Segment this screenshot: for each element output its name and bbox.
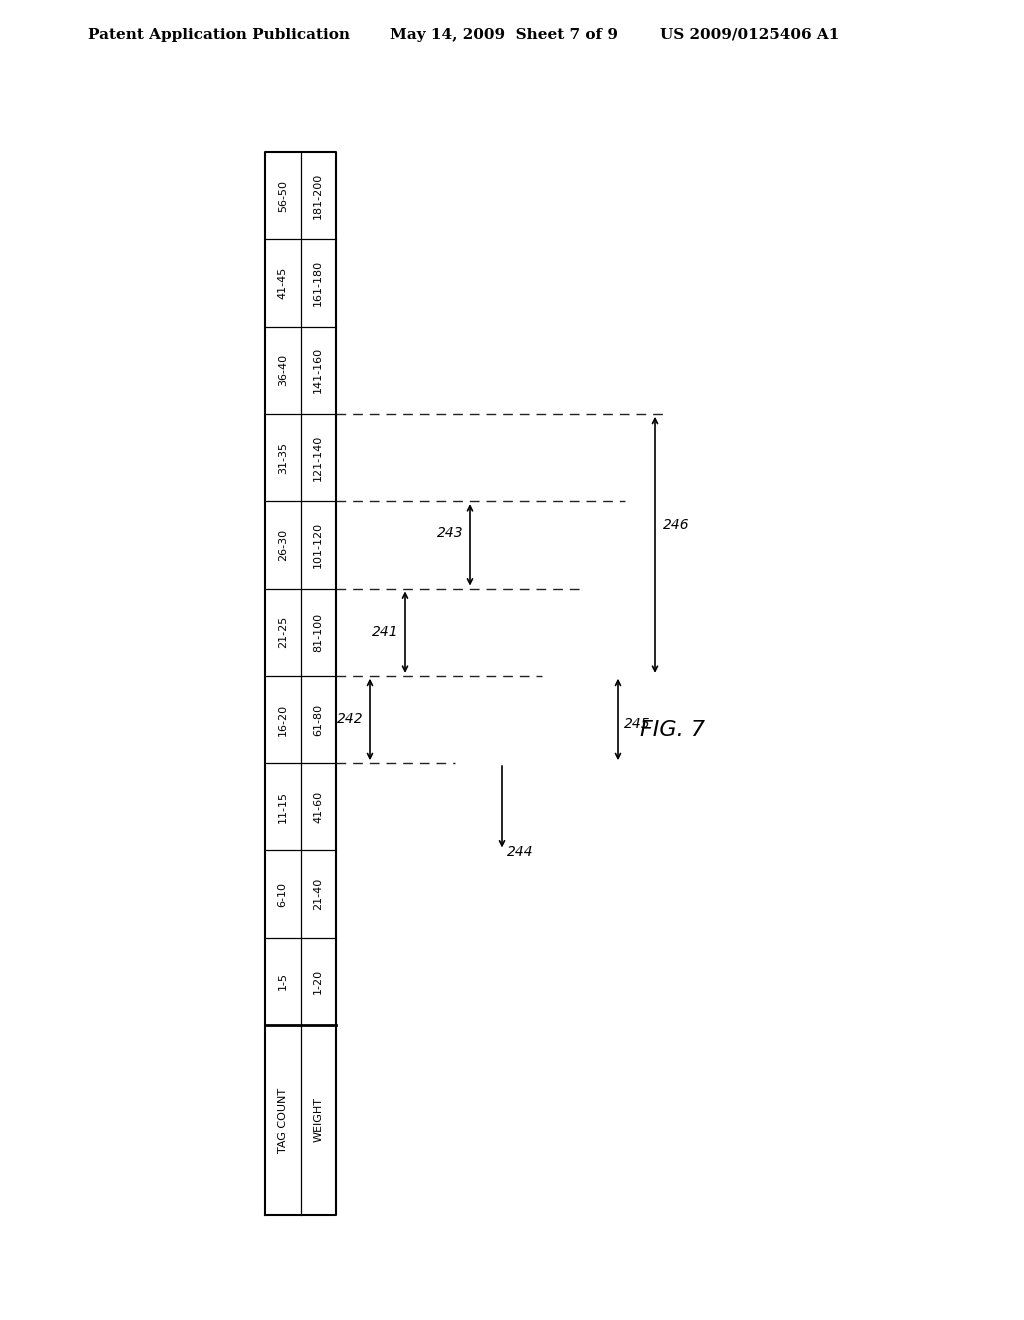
Text: 61-80: 61-80 xyxy=(313,704,324,735)
Text: Patent Application Publication: Patent Application Publication xyxy=(88,28,350,42)
Text: May 14, 2009  Sheet 7 of 9: May 14, 2009 Sheet 7 of 9 xyxy=(390,28,618,42)
Text: 1-20: 1-20 xyxy=(313,969,324,994)
Text: 36-40: 36-40 xyxy=(278,354,288,387)
Text: 11-15: 11-15 xyxy=(278,791,288,822)
Text: 31-35: 31-35 xyxy=(278,442,288,474)
Text: 26-30: 26-30 xyxy=(278,529,288,561)
Text: 243: 243 xyxy=(437,525,464,540)
Text: WEIGHT: WEIGHT xyxy=(313,1097,324,1143)
Text: 121-140: 121-140 xyxy=(313,434,324,480)
Text: 242: 242 xyxy=(337,713,364,726)
Text: 56-50: 56-50 xyxy=(278,180,288,211)
Text: 241: 241 xyxy=(373,626,399,639)
Text: 81-100: 81-100 xyxy=(313,612,324,652)
Text: 41-45: 41-45 xyxy=(278,267,288,300)
Text: 6-10: 6-10 xyxy=(278,882,288,907)
Text: 246: 246 xyxy=(663,517,689,532)
Text: US 2009/0125406 A1: US 2009/0125406 A1 xyxy=(660,28,840,42)
Text: 21-25: 21-25 xyxy=(278,616,288,648)
Text: 41-60: 41-60 xyxy=(313,791,324,822)
Text: 161-180: 161-180 xyxy=(313,260,324,306)
Text: 141-160: 141-160 xyxy=(313,347,324,393)
Text: 101-120: 101-120 xyxy=(313,521,324,568)
Text: 21-40: 21-40 xyxy=(313,878,324,911)
Text: 245: 245 xyxy=(624,718,650,731)
Text: 16-20: 16-20 xyxy=(278,704,288,735)
Text: 181-200: 181-200 xyxy=(313,173,324,219)
Text: FIG. 7: FIG. 7 xyxy=(640,719,705,741)
Text: 244: 244 xyxy=(507,845,534,859)
Text: 1-5: 1-5 xyxy=(278,973,288,990)
Text: TAG COUNT: TAG COUNT xyxy=(278,1088,288,1152)
